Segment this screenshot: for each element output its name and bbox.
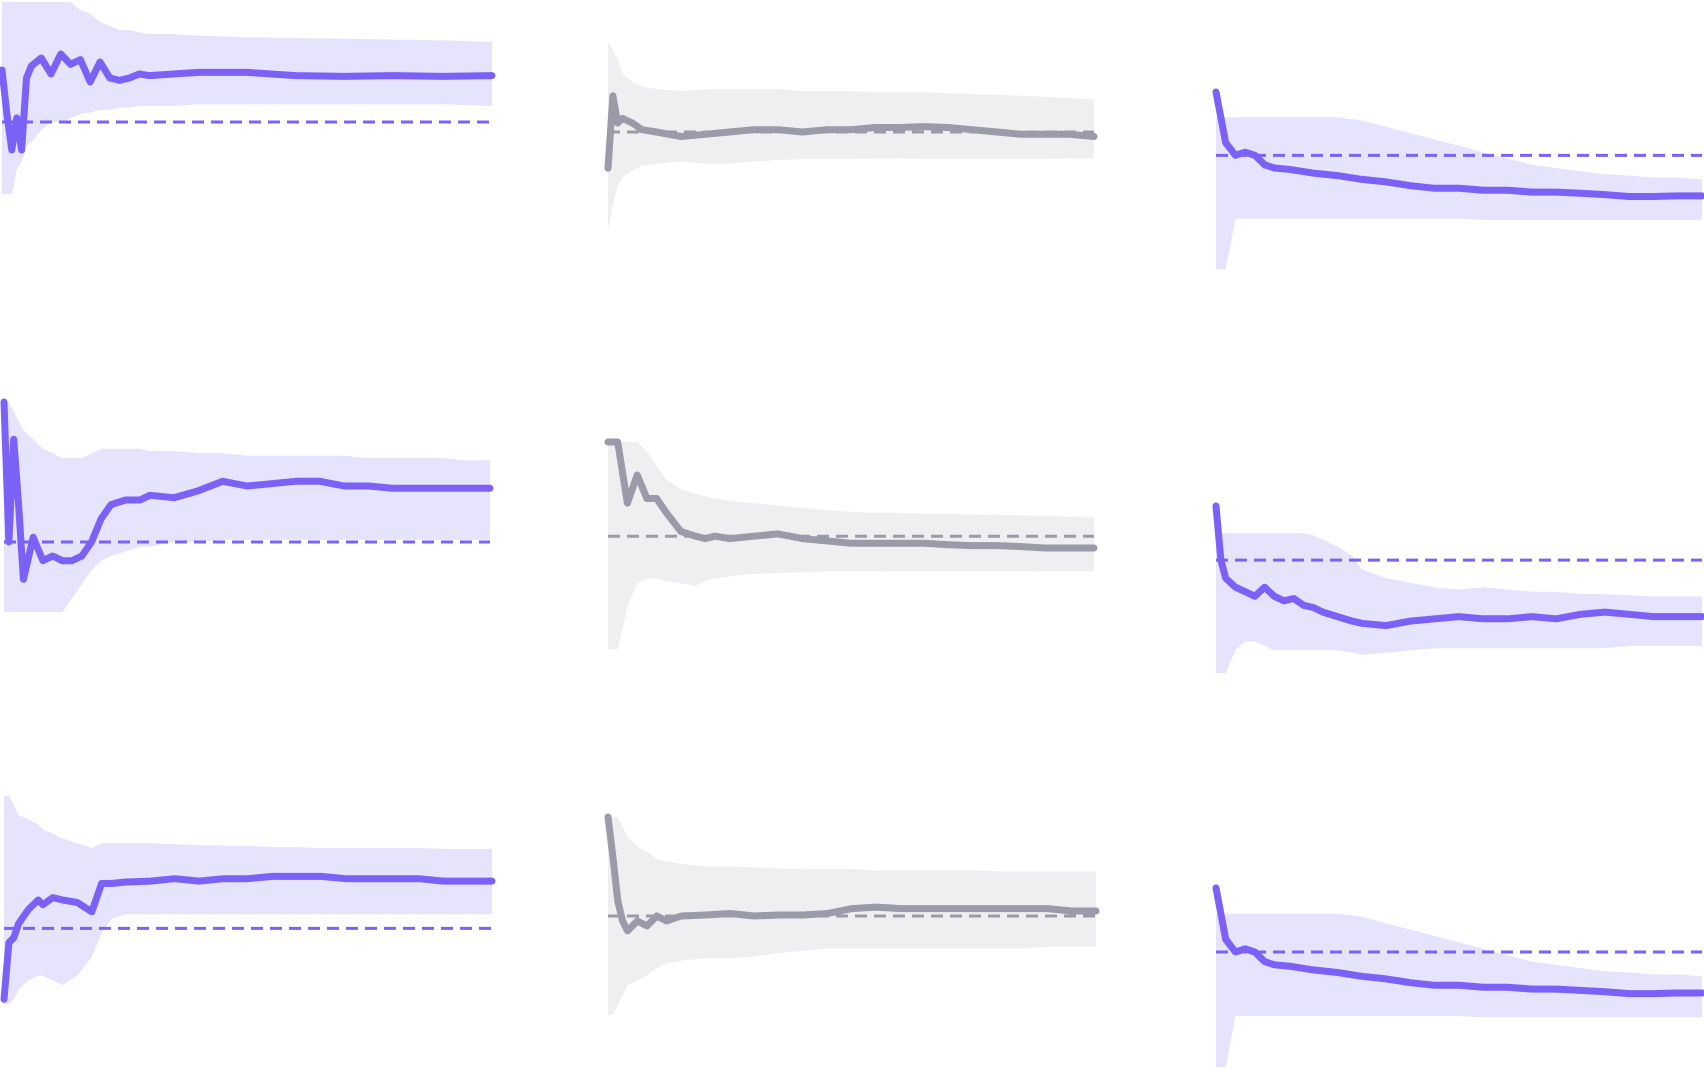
chart-panel-4 [0,398,494,612]
chart-panel-1 [0,2,496,194]
series-line [0,872,496,1003]
chart-panel-3 [1212,88,1704,270]
series-line [0,398,494,583]
series-line [604,92,1098,172]
uncertainty-band [608,41,1094,232]
chart-panel-7 [0,796,496,1004]
chart-panel-8 [604,813,1100,1015]
series-line [0,50,496,154]
series-line [1212,884,1704,998]
uncertainty-band [1216,533,1702,673]
chart-panel-2 [604,41,1098,232]
series-line [604,438,1098,552]
chart-panel-6 [1212,502,1704,673]
series-line [604,813,1100,935]
chart-panel-5 [604,438,1098,650]
uncertainty-band [2,2,492,194]
uncertainty-band [4,796,492,1004]
uncertainty-band [4,402,490,612]
chart-panel-9 [1212,884,1704,1068]
series-line [1212,88,1704,200]
series-line [1212,502,1704,630]
uncertainty-band [608,817,1096,1015]
